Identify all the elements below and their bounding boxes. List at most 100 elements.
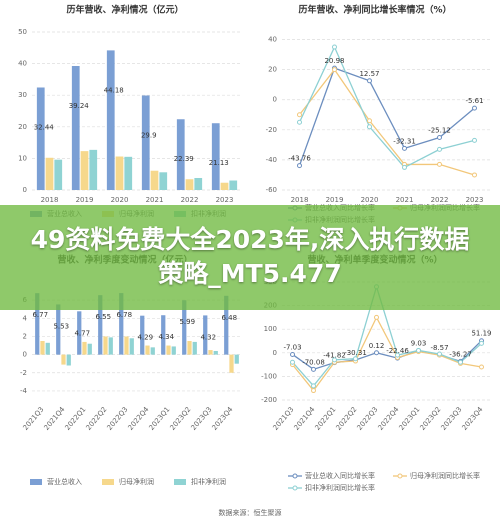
- x-tick-label: 2022Q3: [356, 405, 380, 431]
- legend-label: 营业总收入同比增长率: [305, 471, 375, 480]
- banner: 49资料免费大全2023年,深入执行数据策略_MT5.477: [0, 205, 500, 310]
- x-tick-label: 2023Q3: [440, 405, 464, 431]
- legend-label: 扣非净利润: [191, 477, 226, 486]
- x-tick-label: 2020: [111, 196, 129, 204]
- value-label: -22.46: [386, 347, 409, 355]
- point: [437, 161, 442, 167]
- value-label: 6.48: [221, 314, 237, 322]
- bar: [89, 149, 98, 190]
- bar: [40, 341, 45, 355]
- value-label: 6.77: [32, 311, 48, 319]
- bar: [45, 342, 50, 355]
- x-tick-label: 2021: [146, 196, 164, 204]
- value-label: 6.78: [116, 311, 132, 319]
- bar: [87, 343, 92, 355]
- bar: [124, 336, 129, 355]
- point: [374, 314, 379, 320]
- y-tick-label: 40: [18, 60, 27, 68]
- bar: [150, 347, 155, 355]
- bar: [145, 345, 150, 355]
- bar: [129, 338, 134, 355]
- value-label: 20.98: [324, 57, 344, 65]
- bar: [229, 180, 238, 190]
- y-tick-label: -2: [20, 369, 27, 377]
- chart-title: 历年营收、净利同比增长率情况（%）: [298, 4, 451, 16]
- point: [395, 352, 400, 358]
- y-tick-label: -20: [266, 126, 277, 134]
- point: [297, 163, 302, 169]
- point: [297, 112, 302, 118]
- bar: [77, 311, 82, 355]
- x-tick-label: 2023Q2: [169, 405, 193, 431]
- bar: [203, 315, 208, 355]
- bar: [161, 315, 166, 355]
- line: [298, 68, 475, 176]
- legend-label: 归母净利润同比增长率: [410, 471, 480, 480]
- value-label: 4.77: [74, 329, 90, 337]
- bar: [171, 346, 176, 355]
- x-tick-label: 2023Q3: [190, 405, 214, 431]
- bar: [66, 354, 71, 366]
- value-label: -25.12: [428, 127, 451, 135]
- value-label: 22.39: [174, 155, 194, 163]
- bar: [124, 156, 133, 190]
- x-tick-label: 2019: [76, 196, 94, 204]
- bar: [166, 345, 171, 355]
- source: 数据来源：恒生聚源: [219, 508, 282, 517]
- y-tick-label: 100: [264, 325, 277, 333]
- bar: [119, 293, 124, 355]
- line: [292, 284, 482, 387]
- y-tick-label: 20: [18, 123, 27, 131]
- value-label: -70.08: [302, 358, 325, 366]
- point: [437, 146, 442, 152]
- value-label: -32.31: [393, 137, 416, 145]
- x-tick-label: 2018: [41, 196, 59, 204]
- bar: [45, 157, 54, 190]
- x-tick-label: 2019: [326, 196, 344, 204]
- x-tick-label: 2021: [396, 196, 414, 204]
- y-tick-label: 20: [268, 66, 277, 74]
- bar: [182, 300, 187, 355]
- bar: [115, 156, 124, 190]
- y-tick-label: 50: [18, 28, 27, 36]
- value-label: 44.18: [104, 86, 124, 94]
- value-label: 51.19: [471, 330, 491, 338]
- legend-label: 营业总收入: [47, 477, 82, 486]
- bar: [35, 293, 40, 355]
- bar: [192, 341, 197, 355]
- y-tick-label: 0: [23, 351, 27, 359]
- bar: [208, 350, 213, 355]
- legend-label: 扣非净利润同比增长率: [305, 483, 375, 492]
- point: [416, 347, 421, 353]
- y-tick-label: 10: [18, 154, 27, 162]
- value-label: -8.57: [430, 344, 448, 352]
- legend-swatch: [174, 479, 186, 485]
- bar: [159, 172, 168, 190]
- bar: [176, 119, 185, 190]
- point: [367, 118, 372, 124]
- point: [479, 364, 484, 370]
- y-tick-label: 30: [18, 91, 27, 99]
- point: [472, 172, 477, 178]
- y-tick-label: -100: [261, 372, 277, 380]
- banner-text: 49资料免费大全2023年,深入执行数据策略_MT5.477: [30, 225, 470, 288]
- point: [479, 340, 484, 346]
- bar: [56, 304, 61, 355]
- point: [332, 44, 337, 50]
- point: [472, 137, 477, 143]
- bar: [213, 350, 218, 355]
- point: [353, 356, 358, 362]
- point: [402, 164, 407, 170]
- bar: [103, 336, 108, 355]
- x-tick-label: 2023: [466, 196, 484, 204]
- value-label: 6.55: [95, 313, 111, 321]
- x-tick-label: 2021Q4: [293, 405, 317, 432]
- point: [290, 359, 295, 365]
- legend-swatch: [292, 473, 298, 479]
- value-label: -5.61: [465, 97, 483, 105]
- line: [298, 67, 475, 166]
- y-tick-label: 0: [23, 186, 27, 194]
- bar: [187, 341, 192, 355]
- point: [367, 78, 372, 84]
